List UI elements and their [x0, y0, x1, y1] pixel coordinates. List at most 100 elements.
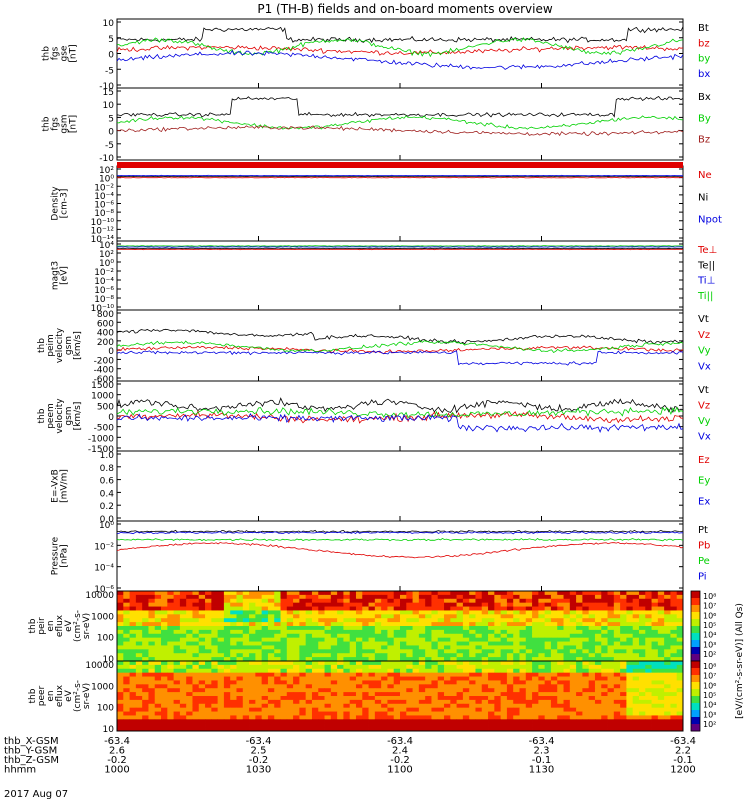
- heatmap-cell: [211, 598, 219, 604]
- heatmap-cell: [557, 641, 564, 646]
- heatmap-cell: [205, 668, 212, 674]
- heatmap-cell: [280, 684, 288, 689]
- heatmap-cell: [255, 657, 263, 662]
- heatmap-cell: [576, 668, 583, 674]
- heatmap-cell: [588, 633, 596, 639]
- colorbar-swatch: [691, 605, 700, 613]
- heatmap-cell: [444, 606, 451, 611]
- heatmap-cell: [431, 645, 439, 650]
- heatmap-cell: [173, 602, 181, 607]
- heatmap-cell: [481, 723, 489, 728]
- heatmap-cell: [651, 606, 659, 611]
- heatmap-cell: [525, 633, 533, 639]
- heatmap-cell: [626, 657, 634, 662]
- heatmap-cell: [374, 668, 382, 674]
- heatmap-cell: [230, 641, 237, 646]
- heatmap-cell: [645, 699, 652, 705]
- heatmap-cell: [626, 676, 634, 681]
- heatmap-cell: [167, 672, 174, 677]
- heatmap-cell: [161, 633, 168, 639]
- heatmap-cell: [670, 696, 678, 701]
- heatmap-cell: [249, 676, 256, 681]
- heatmap-cell: [261, 606, 269, 611]
- heatmap-cell: [620, 684, 627, 689]
- heatmap-cell: [330, 696, 338, 701]
- heatmap-cell: [299, 598, 307, 604]
- heatmap-cell: [135, 723, 143, 728]
- heatmap-cell: [179, 715, 187, 720]
- heatmap-cell: [620, 594, 627, 600]
- heatmap-cell: [506, 723, 514, 728]
- heatmap-cell: [532, 696, 539, 701]
- heatmap-cell: [217, 680, 225, 685]
- heatmap-cell: [236, 661, 244, 666]
- heatmap-cell: [670, 649, 678, 654]
- heatmap-cell: [431, 626, 439, 631]
- heatmap-cell: [362, 715, 369, 720]
- heatmap-cell: [456, 715, 464, 720]
- heatmap-cell: [381, 591, 388, 596]
- heatmap-cell: [286, 598, 294, 604]
- y-tick-label: 10²: [99, 166, 114, 176]
- heatmap-cell: [582, 591, 590, 596]
- heatmap-cell: [444, 664, 451, 670]
- heatmap-cell: [469, 719, 476, 724]
- heatmap-cell: [173, 653, 181, 658]
- heatmap-cell: [550, 703, 558, 709]
- heatmap-cell: [563, 703, 571, 709]
- heatmap-cell: [400, 661, 407, 666]
- heatmap-cell: [569, 645, 577, 650]
- heatmap-cell: [167, 688, 174, 693]
- heatmap-cell: [305, 591, 313, 596]
- heatmap-cell: [381, 657, 388, 662]
- heatmap-cell: [664, 688, 671, 693]
- heatmap-cell: [123, 707, 130, 712]
- heatmap-cell: [393, 680, 401, 685]
- heatmap-cell: [632, 622, 640, 627]
- heatmap-cell: [494, 692, 502, 697]
- heatmap-cell: [381, 715, 388, 720]
- heatmap-cell: [123, 626, 130, 631]
- heatmap-cell: [544, 653, 552, 658]
- heatmap-cell: [400, 692, 407, 697]
- heatmap-cell: [117, 688, 124, 693]
- heatmap-cell: [179, 703, 187, 709]
- heatmap-cell: [481, 594, 489, 600]
- heatmap-cell: [456, 711, 464, 716]
- heatmap-cell: [576, 594, 583, 600]
- heatmap-cell: [179, 661, 187, 666]
- heatmap-cell: [425, 633, 432, 639]
- heatmap-cell: [267, 723, 275, 728]
- heatmap-cell: [123, 668, 130, 674]
- heatmap-cell: [343, 610, 351, 615]
- heatmap-cell: [142, 629, 149, 635]
- heatmap-cell: [349, 602, 357, 607]
- heatmap-cell: [186, 610, 193, 615]
- heatmap-cell: [544, 637, 552, 642]
- heatmap-cell: [381, 618, 388, 623]
- heatmap-cell: [249, 715, 256, 720]
- heatmap-cell: [569, 610, 577, 615]
- heatmap-cell: [450, 699, 457, 705]
- heatmap-cell: [293, 676, 300, 681]
- heatmap-cell: [594, 692, 602, 697]
- heatmap-cell: [186, 684, 193, 689]
- heatmap-cell: [179, 629, 187, 635]
- heatmap-cell: [544, 649, 552, 654]
- heatmap-cell: [179, 684, 187, 689]
- heatmap-cell: [374, 649, 382, 654]
- heatmap-cell: [676, 614, 684, 619]
- heatmap-cell: [670, 637, 678, 642]
- heatmap-cell: [286, 633, 294, 639]
- heatmap-cell: [148, 657, 156, 662]
- heatmap-cell: [550, 598, 558, 604]
- heatmap-cell: [299, 688, 307, 693]
- heatmap-cell: [544, 723, 552, 728]
- heatmap-cell: [217, 672, 225, 677]
- heatmap-cell: [368, 711, 376, 716]
- heatmap-cell: [513, 622, 520, 627]
- heatmap-cell: [223, 692, 231, 697]
- heatmap-cell: [620, 591, 627, 596]
